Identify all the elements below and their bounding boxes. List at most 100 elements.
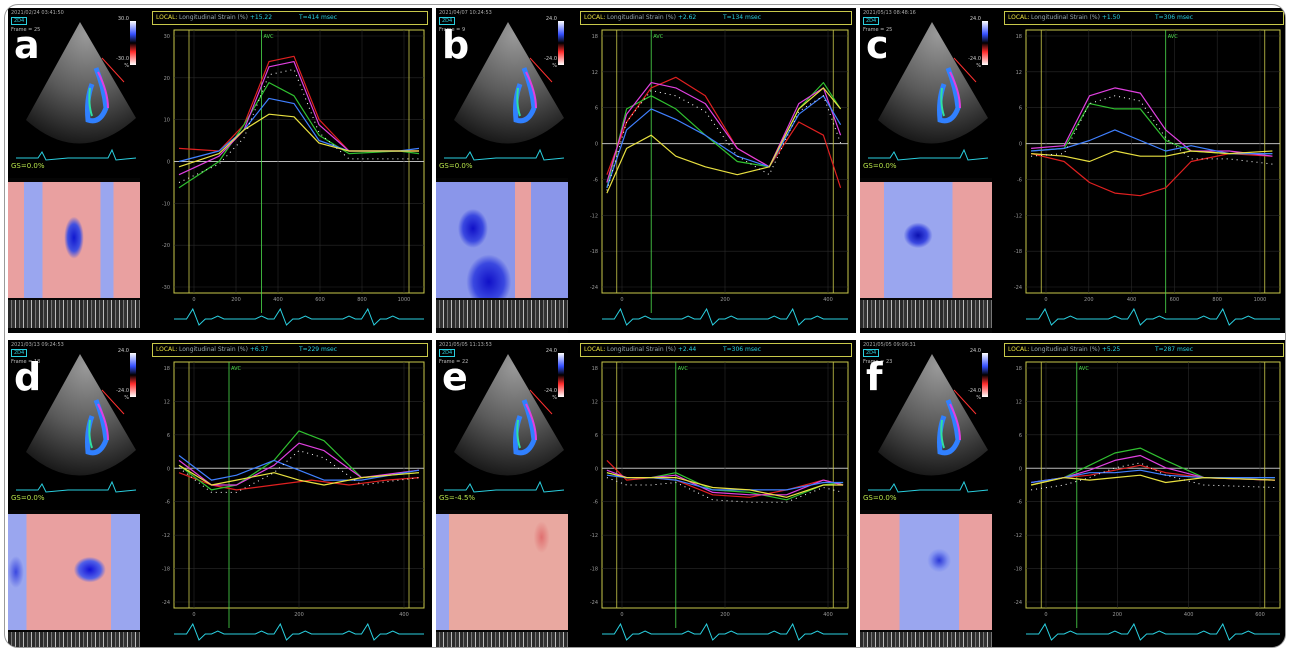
color-scale-bar xyxy=(130,353,136,397)
color-scale xyxy=(554,11,564,69)
scale-unit: % xyxy=(124,395,129,401)
global-strain: GS=0.0% xyxy=(11,494,45,502)
x-tick-label: 200 xyxy=(720,297,730,303)
y-tick-label: -18 xyxy=(590,249,598,255)
strain-heatmap xyxy=(8,182,140,298)
avc-label: AVC xyxy=(231,366,242,372)
y-tick-label: -12 xyxy=(590,213,598,219)
avc-label: AVC xyxy=(264,34,275,40)
strain-title: Longitudinal Strain (%) +15.22 xyxy=(179,14,272,21)
echo-image: 2021/05/05 11:13:53 2D4 Frame = 22 24.0 … xyxy=(436,340,568,510)
y-tick-label: 18 xyxy=(164,366,170,372)
strain-curves-svg: 30 20 10 0 -10 -20 -30 0 200 400 600 800 1000 AVC xyxy=(162,29,425,326)
y-tick-label: 6 xyxy=(167,433,170,439)
global-strain: GS=-4.5% xyxy=(439,494,476,502)
x-tick-label: 400 xyxy=(273,297,283,303)
panel-letter: b xyxy=(442,23,470,67)
average-strain-curve xyxy=(178,68,419,183)
scale-top: 30.0 xyxy=(117,16,129,22)
x-tick-label: 0 xyxy=(192,612,195,618)
ecg-trace xyxy=(16,480,137,493)
strain-curves-svg: 18 12 6 0 -6 -12 -18 -24 0 200 400 AVC xyxy=(590,29,849,326)
frame-number: Frame = 22 xyxy=(439,359,469,365)
y-tick-label: -24 xyxy=(1014,600,1022,606)
y-tick-label: -12 xyxy=(1014,213,1022,219)
x-tick-label: 400 xyxy=(823,612,833,618)
mode-badge: 2D4 xyxy=(863,349,880,357)
timestamp: 2021/02/24 03:41:50 xyxy=(11,10,64,16)
strain-curve-5 xyxy=(1030,474,1275,486)
echo-sector xyxy=(444,22,565,161)
strain-value: +2.62 xyxy=(677,14,697,21)
frame-number: Frame = 9 xyxy=(439,27,466,33)
y-tick-label: 0 xyxy=(167,466,170,472)
y-tick-label: 10 xyxy=(164,118,170,124)
mode-badge: 2D4 xyxy=(439,17,456,25)
myocardium-trace-magenta xyxy=(949,403,961,441)
ultrasound-sector xyxy=(878,22,988,144)
strain-curve-4 xyxy=(606,95,842,188)
y-tick-label: 6 xyxy=(595,433,598,439)
echo-sector xyxy=(16,354,137,493)
strain-heatmap xyxy=(860,182,992,298)
strain-title: Longitudinal Strain (%) +2.62 xyxy=(607,14,696,21)
ultrasound-sector xyxy=(878,354,988,476)
strain-curve-3 xyxy=(178,61,419,176)
echo-column: 2021/04/07 10:24:53 2D4 Frame = 9 24.0 -… xyxy=(436,8,568,333)
strain-plot: 18 12 6 0 -6 -12 -18 -24 0 200 400 AVC LOCAL: Longi… xyxy=(576,8,856,333)
y-tick-label: -18 xyxy=(1014,249,1022,255)
echo-column: 2021/03/13 09:24:53 2D4 Frame = 18 24.0 … xyxy=(8,340,140,647)
myocardium-trace-green xyxy=(516,87,521,117)
figure-frame: 2021/02/24 03:41:50 2D4 Frame = 25 30.0 … xyxy=(4,4,1286,648)
myocardium-trace xyxy=(85,67,109,124)
echo-image: 2021/02/24 03:41:50 2D4 Frame = 25 30.0 … xyxy=(8,8,140,178)
myocardium-trace xyxy=(85,399,109,456)
x-tick-label: 200 xyxy=(1113,612,1123,618)
avc-label: AVC xyxy=(1079,366,1090,372)
plot-header: LOCAL: Longitudinal Strain (%) +5.25 T=2… xyxy=(1004,343,1284,357)
myocardium-trace xyxy=(937,399,961,456)
m-mode-strip xyxy=(8,632,140,647)
y-tick-label: -6 xyxy=(165,500,170,506)
m-mode-strip xyxy=(860,632,992,647)
x-tick-label: 800 xyxy=(1212,297,1222,303)
plot-header: LOCAL: Longitudinal Strain (%) +15.22 T=… xyxy=(152,11,428,25)
strain-curve-3 xyxy=(1031,87,1273,157)
color-scale-bar xyxy=(982,21,988,65)
strain-curve-5 xyxy=(606,472,844,498)
ecg-trace xyxy=(444,148,565,161)
color-scale-bar xyxy=(558,21,564,65)
local-label: LOCAL: xyxy=(584,346,606,353)
y-tick-label: 18 xyxy=(592,34,598,40)
local-label: LOCAL: xyxy=(156,346,178,353)
strain-plot: 18 12 6 0 -6 -12 -18 -24 0 200 400 AVC LOCAL: Longi… xyxy=(148,340,432,647)
ecg-trace xyxy=(868,480,989,493)
echo-column: 2021/02/24 03:41:50 2D4 Frame = 25 30.0 … xyxy=(8,8,140,333)
scale-top: 24.0 xyxy=(545,16,557,22)
panel-b: 2021/04/07 10:24:53 2D4 Frame = 9 24.0 -… xyxy=(436,8,856,333)
y-tick-label: 12 xyxy=(164,399,170,405)
panel-grid: 2021/02/24 03:41:50 2D4 Frame = 25 30.0 … xyxy=(8,8,1285,647)
time-readout: T=306 msec xyxy=(722,346,761,353)
scale-unit: % xyxy=(976,63,981,69)
global-strain: GS=0.0% xyxy=(439,162,473,170)
echo-image: 2021/04/07 10:24:53 2D4 Frame = 9 24.0 -… xyxy=(436,8,568,178)
panel-d: 2021/03/13 09:24:53 2D4 Frame = 18 24.0 … xyxy=(8,340,432,647)
panel-letter: c xyxy=(866,23,889,67)
strain-title-text: Longitudinal Strain (%) xyxy=(607,14,678,21)
y-tick-label: -6 xyxy=(1017,500,1022,506)
strain-curve-1 xyxy=(606,76,842,188)
echo-image: 2021/05/05 09:09:31 2D4 Frame = 23 24.0 … xyxy=(860,340,992,510)
strain-value: +5.25 xyxy=(1101,346,1121,353)
ecg-trace xyxy=(602,307,848,326)
panel-letter: a xyxy=(14,23,40,67)
color-scale-bar xyxy=(130,21,136,65)
echo-image: 2021/05/13 08:48:16 2D4 Frame = 25 24.0 … xyxy=(860,8,992,178)
plot-frame xyxy=(1025,29,1281,294)
panel-c: 2021/05/13 08:48:16 2D4 Frame = 25 24.0 … xyxy=(860,8,1285,333)
time-readout: T=287 msec xyxy=(1154,346,1193,353)
scale-bottom: -24.0 xyxy=(116,388,129,394)
echo-image: 2021/03/13 09:24:53 2D4 Frame = 18 24.0 … xyxy=(8,340,140,510)
color-scale-bar xyxy=(982,353,988,397)
y-tick-label: 0 xyxy=(1019,142,1022,148)
